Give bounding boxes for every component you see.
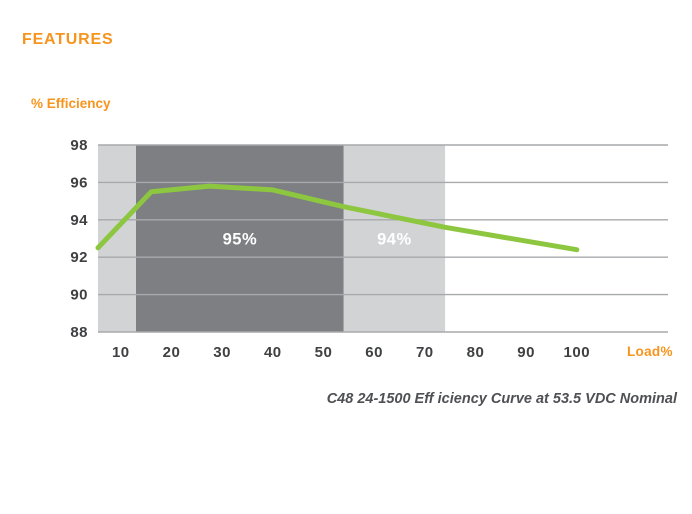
x-tick-label-30: 30 (213, 344, 231, 361)
x-axis-title: Load% (627, 344, 673, 359)
chart-band-dark (136, 145, 344, 332)
x-tick-label-70: 70 (416, 344, 434, 361)
y-tick-label-90: 90 (70, 287, 88, 304)
chart-caption: C48 24-1500 Eff iciency Curve at 53.5 VD… (326, 391, 677, 407)
x-tick-label-60: 60 (365, 344, 383, 361)
x-tick-label-80: 80 (467, 344, 485, 361)
x-tick-label-40: 40 (264, 344, 282, 361)
x-tick-label-20: 20 (163, 344, 181, 361)
x-tick-label-10: 10 (112, 344, 130, 361)
y-axis-title: % Efficiency (31, 96, 111, 111)
y-tick-label-94: 94 (70, 212, 88, 229)
y-tick-label-88: 88 (70, 324, 88, 341)
y-tick-label-96: 96 (70, 174, 88, 191)
x-tick-label-90: 90 (517, 344, 535, 361)
efficiency-line (95, 183, 580, 253)
x-tick-label-50: 50 (315, 344, 333, 361)
y-tick-label-98: 98 (70, 137, 88, 154)
band-label-94: 94% (377, 231, 412, 249)
x-tick-label-100: 100 (564, 344, 591, 361)
page-title: FEATURES (22, 31, 114, 48)
chart-band-light (343, 145, 446, 332)
y-tick-label-92: 92 (70, 249, 88, 266)
band-label-95: 95% (223, 231, 258, 249)
